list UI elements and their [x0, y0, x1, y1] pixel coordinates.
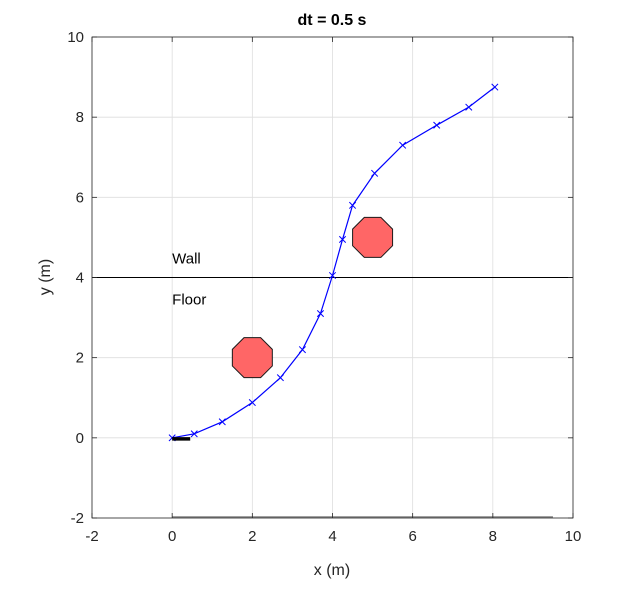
x-tick-label-0: -2 [85, 528, 98, 545]
obstacles [231, 216, 394, 379]
marker-stroke-b [371, 169, 379, 177]
y-tick-label-4: 6 [76, 189, 84, 206]
marker-stroke-b [190, 430, 198, 438]
data-point-0-7 [328, 271, 337, 280]
data-point-0-9 [348, 201, 357, 209]
data-point-0-14 [491, 83, 499, 91]
data-point-0-4 [276, 374, 284, 382]
data-point-0-13 [465, 103, 473, 111]
trajectory-series [168, 83, 499, 442]
y-tick-label-6: 10 [67, 29, 84, 46]
obstacle-1 [352, 216, 394, 258]
marker-stroke-b [276, 374, 284, 382]
marker-stroke-b [328, 271, 337, 280]
marker-stroke-b [399, 141, 407, 149]
data-point-0-3 [248, 399, 256, 407]
data-point-0-8 [338, 235, 347, 243]
floor-label: Floor [172, 292, 206, 309]
wall-label: Wall [172, 251, 201, 268]
x-tick-label-4: 6 [408, 528, 416, 545]
marker-stroke-b [348, 201, 357, 209]
axis-ticks: -2 0 2 4 6 8 10 -2 0 2 4 6 8 10 [67, 29, 581, 545]
marker-stroke-b [433, 121, 441, 129]
data-point-0-10 [371, 169, 379, 177]
x-tick-label-3: 4 [328, 528, 336, 545]
data-point-0-1 [190, 430, 198, 438]
marker-stroke-b [465, 103, 473, 111]
marker-stroke-b [168, 434, 176, 442]
y-tick-label-3: 4 [76, 270, 84, 287]
x-tick-label-2: 2 [248, 528, 256, 545]
marker-stroke-b [316, 310, 325, 318]
x-tick-label-6: 10 [565, 528, 582, 545]
data-point-0-5 [298, 346, 306, 354]
data-point-0-6 [316, 310, 325, 318]
marker-stroke-b [338, 235, 347, 243]
marker-stroke-b [298, 346, 306, 354]
obstacle-0 [231, 337, 273, 379]
data-point-0-11 [399, 141, 407, 149]
y-axis-label: y (m) [37, 259, 54, 295]
x-tick-label-1: 0 [168, 528, 176, 545]
y-tick-label-2: 2 [76, 350, 84, 367]
x-axis-label: x (m) [314, 562, 350, 579]
y-tick-label-1: 0 [76, 430, 84, 447]
y-tick-label-5: 8 [76, 109, 84, 126]
data-point-0-2 [218, 418, 226, 426]
y-tick-label-0: -2 [71, 510, 84, 527]
x-tick-label-5: 8 [489, 528, 497, 545]
marker-stroke-b [248, 399, 256, 407]
marker-stroke-b [491, 83, 499, 91]
chart-title: dt = 0.5 s [298, 12, 367, 29]
data-point-0-12 [433, 121, 441, 129]
marker-stroke-b [218, 418, 226, 426]
